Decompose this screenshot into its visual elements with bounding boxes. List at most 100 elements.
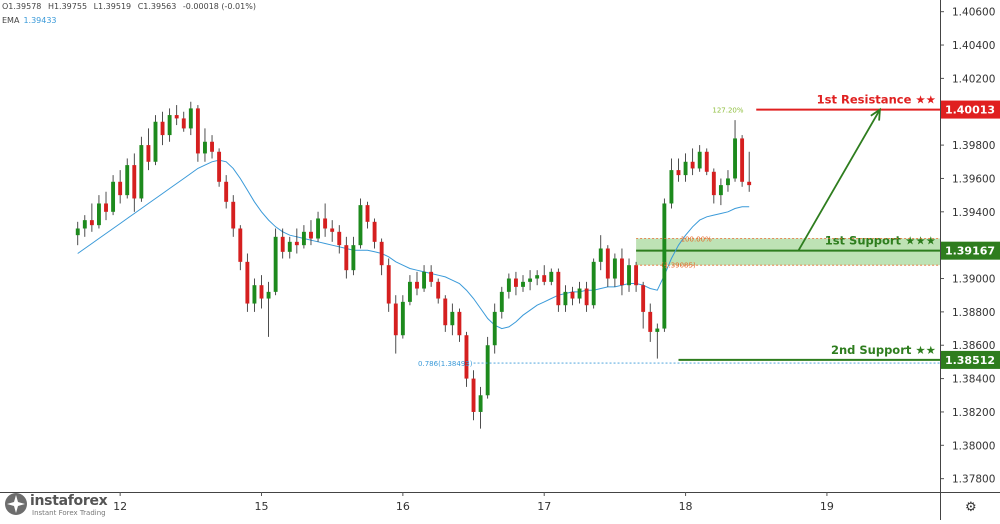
candle-body xyxy=(521,281,525,287)
candle xyxy=(188,101,193,136)
candle-body xyxy=(662,203,667,329)
candle xyxy=(365,201,370,229)
candle xyxy=(422,265,427,292)
gear-icon[interactable]: ⚙ xyxy=(965,500,977,515)
fib-annotation: 100.00% xyxy=(681,235,712,243)
fib-annotation: 127.20% xyxy=(712,107,743,115)
candle-body xyxy=(153,121,158,162)
candle-body xyxy=(203,141,207,154)
candle xyxy=(648,303,653,342)
candle xyxy=(641,281,646,329)
candle-body xyxy=(372,221,377,242)
candle xyxy=(294,228,299,254)
candle-body xyxy=(386,265,391,304)
candle xyxy=(344,236,349,279)
candle-body xyxy=(683,161,688,176)
candle-body xyxy=(563,291,568,306)
y-tick-label: 1.39400 xyxy=(952,207,995,219)
candle xyxy=(400,295,405,339)
candle-body xyxy=(726,178,730,186)
candle-body xyxy=(415,281,419,289)
candle xyxy=(174,105,179,126)
candle-body xyxy=(82,220,87,229)
candle xyxy=(542,265,547,286)
candle-body xyxy=(104,203,108,212)
candle-body xyxy=(570,291,575,299)
candle xyxy=(118,170,123,204)
candle-body xyxy=(591,261,596,306)
candle xyxy=(132,153,137,212)
candle-body xyxy=(287,241,292,252)
candle xyxy=(521,275,525,292)
candle-body xyxy=(528,278,533,282)
y-tick-label: 1.39800 xyxy=(952,140,995,152)
candle-body xyxy=(160,121,165,136)
x-tick-label: 16 xyxy=(396,500,410,513)
level-label: 1st Support ★★★ xyxy=(825,234,936,248)
candle xyxy=(443,295,448,332)
candle-body xyxy=(330,228,335,232)
candle xyxy=(726,170,730,192)
candle xyxy=(386,258,391,312)
candle-body xyxy=(181,118,186,129)
candle-body xyxy=(718,185,723,196)
ohlc-readout: O1.39578 H1.39755 L1.39519 C1.39563 -0.0… xyxy=(2,2,260,11)
candle-body xyxy=(542,275,547,282)
candle xyxy=(620,248,624,296)
candle-body xyxy=(210,141,214,152)
candle-body xyxy=(217,151,222,182)
candle xyxy=(634,261,639,292)
candle xyxy=(273,228,278,296)
candle-body xyxy=(231,201,236,229)
candle-body xyxy=(648,311,653,332)
candle xyxy=(513,271,518,296)
candle-body xyxy=(407,281,412,302)
candle-body xyxy=(125,165,130,196)
ohlc-high: H1.39755 xyxy=(47,2,88,11)
candle xyxy=(231,195,236,237)
candle-body xyxy=(641,285,646,312)
price-tag-bg xyxy=(941,350,1000,369)
candle xyxy=(690,148,695,176)
candle-body xyxy=(711,171,716,196)
price-tag-text: 1.38512 xyxy=(945,354,995,367)
candle-body xyxy=(506,278,511,292)
candle xyxy=(224,175,229,209)
candle-body xyxy=(266,291,271,299)
candle-body xyxy=(174,115,179,119)
price-tag-bg xyxy=(941,241,1000,260)
candle xyxy=(556,268,561,312)
candle xyxy=(563,285,568,312)
y-tick-label: 1.38200 xyxy=(952,407,995,419)
candle-body xyxy=(478,395,483,412)
candle xyxy=(330,220,335,242)
candle xyxy=(89,203,94,232)
candle xyxy=(704,148,709,176)
candle-body xyxy=(535,275,540,279)
candle xyxy=(535,270,540,286)
candle-body xyxy=(146,145,151,162)
candle-body xyxy=(238,228,243,262)
candle xyxy=(740,135,745,187)
ema-label: EMA xyxy=(2,16,20,25)
candle xyxy=(697,145,702,172)
candle xyxy=(577,281,582,304)
candle-body xyxy=(245,261,250,304)
candle-body xyxy=(309,231,313,239)
candle xyxy=(75,221,80,246)
candle-body xyxy=(577,288,582,299)
y-tick-label: 1.40400 xyxy=(952,40,995,52)
candle-body xyxy=(273,236,278,292)
x-tick-label: 12 xyxy=(113,500,127,513)
candle xyxy=(146,128,151,171)
candle xyxy=(259,275,264,309)
candle xyxy=(287,236,292,259)
candle xyxy=(683,153,688,182)
ohlc-open: O1.39578 xyxy=(2,2,42,11)
candle-body xyxy=(464,335,469,379)
candle-body xyxy=(132,165,137,199)
price-tags: 1.40013 1.39167 1.38512 xyxy=(941,100,1000,369)
candle-body xyxy=(620,258,624,286)
